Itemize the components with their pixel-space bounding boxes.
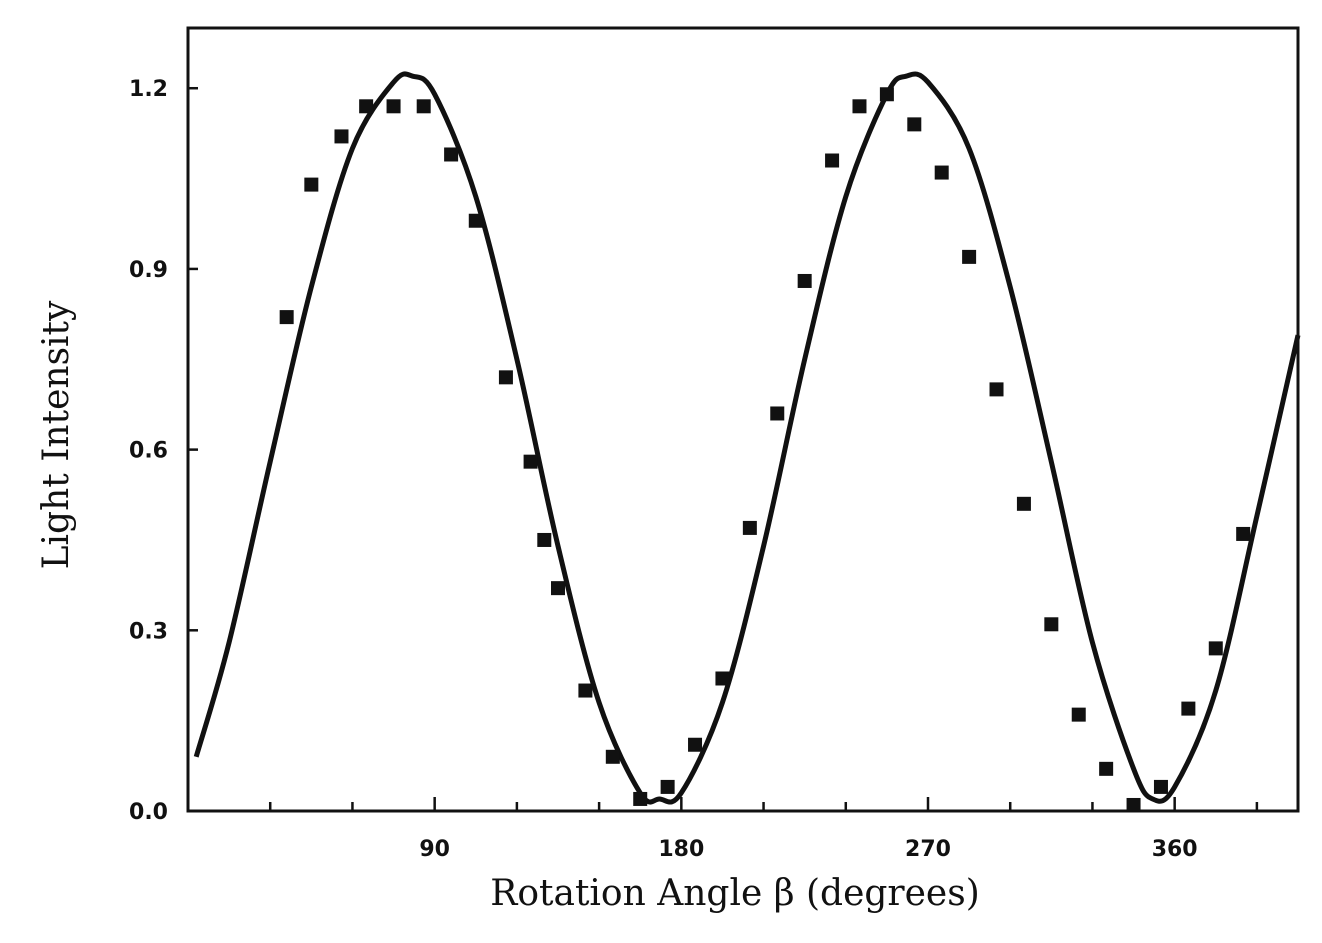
data-point xyxy=(934,165,949,180)
data-point xyxy=(334,129,349,144)
data-point xyxy=(279,310,294,325)
x-tick-label: 270 xyxy=(905,837,951,862)
data-point xyxy=(304,177,319,192)
data-point xyxy=(742,520,757,535)
data-point xyxy=(825,153,840,168)
data-point xyxy=(797,273,812,288)
data-point xyxy=(715,671,730,686)
data-point xyxy=(444,147,459,162)
data-point xyxy=(1071,707,1086,722)
fit-curve xyxy=(193,71,1301,805)
data-point xyxy=(1126,797,1141,812)
data-point xyxy=(468,213,483,228)
data-point xyxy=(1181,701,1196,716)
data-point xyxy=(907,117,922,132)
data-point xyxy=(523,454,538,469)
data-point xyxy=(537,532,552,547)
data-point xyxy=(660,779,675,794)
data-point xyxy=(578,683,593,698)
data-point xyxy=(1016,496,1031,511)
data-point xyxy=(633,791,648,806)
data-point xyxy=(688,737,703,752)
data-point xyxy=(551,581,565,596)
y-tick-label: 0.9 xyxy=(129,258,168,283)
data-point xyxy=(386,99,401,114)
fit-curve-group xyxy=(193,71,1301,805)
data-point xyxy=(989,382,1004,397)
plot-frame xyxy=(186,26,1300,813)
data-point xyxy=(359,99,374,114)
data-point xyxy=(1153,779,1168,794)
data-point xyxy=(498,370,513,385)
data-point xyxy=(962,249,977,264)
data-point xyxy=(1236,526,1251,541)
x-tick-label: 90 xyxy=(419,837,450,862)
data-point xyxy=(1099,761,1114,776)
data-point xyxy=(852,99,867,114)
data-point xyxy=(1044,617,1059,632)
y-tick-label: 0.0 xyxy=(129,800,168,825)
data-points xyxy=(279,87,1251,812)
y-axis-title: Light Intensity xyxy=(36,300,77,569)
x-axis-title: Rotation Angle β (degrees) xyxy=(490,873,980,914)
data-point xyxy=(879,87,894,102)
y-tick-label: 1.2 xyxy=(129,77,168,102)
axis-ticks: 0.0 0.3 0.6 0.9 1.2 90 180 270 360 xyxy=(129,77,1259,862)
y-tick-label: 0.6 xyxy=(129,439,168,464)
x-tick-label: 360 xyxy=(1152,837,1198,862)
data-point xyxy=(770,406,785,421)
data-point xyxy=(416,99,431,114)
y-tick-label: 0.3 xyxy=(129,619,168,644)
data-point xyxy=(1208,641,1223,656)
x-tick-label: 180 xyxy=(658,837,704,862)
data-point xyxy=(605,749,620,764)
